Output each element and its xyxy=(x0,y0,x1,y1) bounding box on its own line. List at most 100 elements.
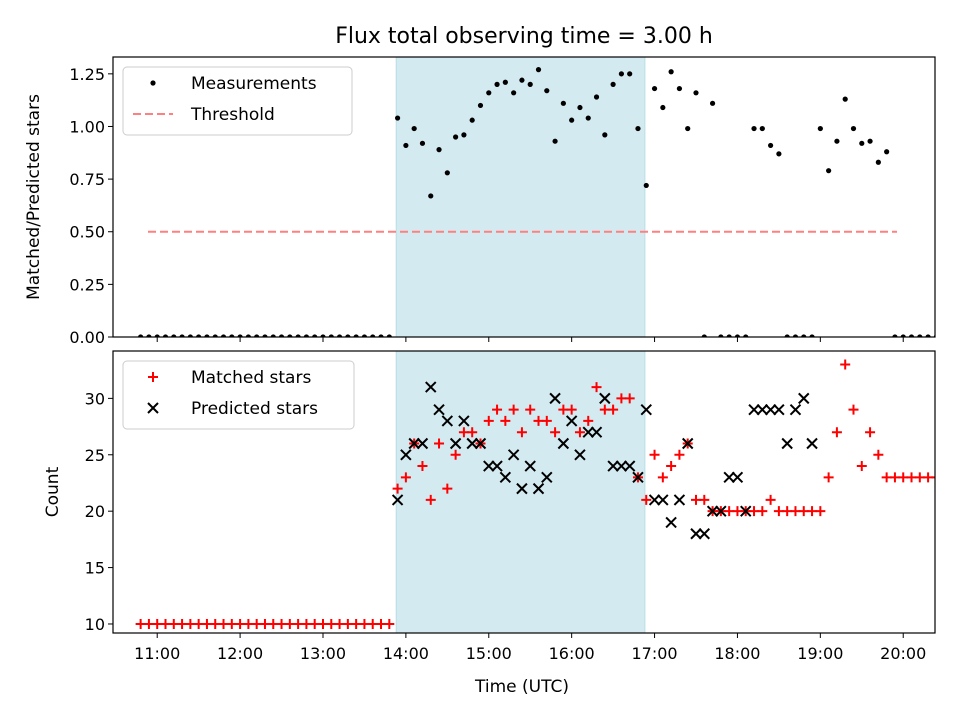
data-point xyxy=(676,85,683,92)
data-point xyxy=(458,415,470,427)
data-point xyxy=(632,471,644,484)
data-point xyxy=(643,182,649,189)
data-point xyxy=(511,90,517,96)
data-point xyxy=(229,334,235,337)
data-point xyxy=(171,334,177,337)
data-point xyxy=(789,403,802,416)
data-point xyxy=(391,494,404,506)
data-point xyxy=(900,334,906,337)
data-point xyxy=(608,404,619,415)
x-tick-label: 14:00 xyxy=(383,644,429,663)
y-axis-label: Count xyxy=(43,466,63,517)
legend-marker-icon xyxy=(148,372,158,382)
data-point xyxy=(706,505,719,517)
data-point xyxy=(378,334,384,337)
y-tick-label: 0.50 xyxy=(69,223,105,242)
data-point xyxy=(474,437,487,450)
data-point xyxy=(295,334,301,337)
data-point xyxy=(565,415,578,427)
data-point xyxy=(917,334,923,337)
data-point xyxy=(867,138,873,144)
data-point xyxy=(461,132,467,138)
data-point xyxy=(441,415,454,427)
observing-window-span xyxy=(395,57,646,337)
data-point xyxy=(384,618,395,629)
data-point xyxy=(756,403,769,416)
data-point xyxy=(428,193,434,199)
legend-label: Predicted stars xyxy=(191,399,318,419)
data-point xyxy=(525,404,536,415)
series-measurements xyxy=(138,67,935,337)
data-point xyxy=(815,506,826,517)
data-point xyxy=(187,334,193,337)
data-point xyxy=(508,404,519,415)
data-point xyxy=(925,334,931,337)
data-point xyxy=(850,125,857,132)
legend-marker-icon xyxy=(147,402,159,414)
data-point xyxy=(660,104,666,111)
series-matched-stars xyxy=(135,359,935,629)
data-point xyxy=(499,471,512,484)
data-point xyxy=(417,461,428,472)
y-tick-label: 20 xyxy=(85,502,105,521)
data-point xyxy=(640,403,652,416)
data-point xyxy=(840,359,851,370)
data-point xyxy=(220,334,227,337)
data-point xyxy=(673,494,686,506)
data-point xyxy=(726,334,732,337)
data-point xyxy=(450,449,461,460)
x-tick-label: 15:00 xyxy=(466,644,512,663)
legend-label: Threshold xyxy=(190,105,275,125)
data-point xyxy=(162,334,169,337)
data-point xyxy=(262,334,268,337)
data-point xyxy=(624,393,635,404)
plot-area xyxy=(135,351,935,633)
data-point xyxy=(320,334,326,337)
data-point xyxy=(698,528,710,540)
data-point xyxy=(884,149,890,155)
bottom-panel: 10 15 20 25 30 11:00 12:00 13:00 14:00 15:00 16:00… xyxy=(43,350,936,663)
data-point xyxy=(848,404,859,415)
data-point xyxy=(303,334,310,337)
data-point xyxy=(764,403,777,416)
data-point xyxy=(519,77,525,83)
x-tick-label: 13:00 xyxy=(300,644,346,663)
data-point xyxy=(507,449,520,461)
data-point xyxy=(434,438,445,449)
data-point xyxy=(237,334,243,337)
data-point xyxy=(657,472,668,483)
data-point xyxy=(416,437,429,450)
data-point xyxy=(908,334,915,337)
axes-frame xyxy=(112,350,936,634)
data-point xyxy=(483,460,495,472)
data-point xyxy=(751,125,757,132)
data-point xyxy=(532,482,545,495)
data-point xyxy=(516,427,527,438)
data-point xyxy=(425,494,436,505)
data-point xyxy=(718,334,724,337)
data-point xyxy=(873,449,884,460)
data-point xyxy=(574,449,586,461)
data-point xyxy=(138,334,144,337)
data-point xyxy=(336,334,343,337)
data-point xyxy=(500,415,511,426)
data-point xyxy=(535,67,542,73)
data-point xyxy=(585,115,591,121)
data-point xyxy=(798,392,810,405)
data-point xyxy=(784,334,790,337)
data-point xyxy=(627,71,633,77)
data-point xyxy=(254,334,260,337)
legend: Measurements Threshold xyxy=(122,66,353,136)
y-tick-label: 25 xyxy=(85,446,105,465)
data-point xyxy=(602,132,608,138)
data-point xyxy=(204,334,210,337)
series-predicted-stars xyxy=(391,381,818,540)
data-point xyxy=(651,85,658,92)
data-point xyxy=(674,449,685,460)
legend: Matched stars Predicted stars xyxy=(122,360,355,430)
data-point xyxy=(792,334,799,337)
data-point xyxy=(154,334,160,337)
data-point xyxy=(773,403,785,416)
data-point xyxy=(212,334,218,337)
data-point xyxy=(569,117,575,123)
